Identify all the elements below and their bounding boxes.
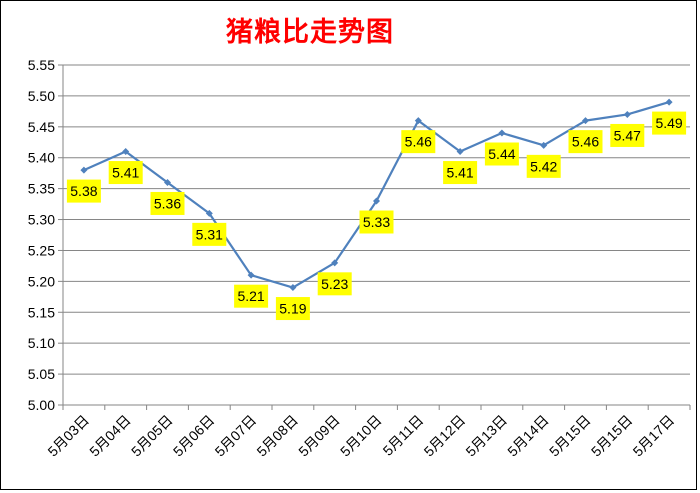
data-label: 5.46 bbox=[401, 130, 436, 154]
data-label-text: 5.46 bbox=[572, 134, 599, 150]
x-tick-label: 5月04日 bbox=[86, 412, 134, 460]
data-label-text: 5.41 bbox=[112, 165, 139, 181]
x-tick-label: 5月06日 bbox=[170, 412, 218, 460]
y-tick-label: 5.05 bbox=[28, 366, 55, 382]
data-label-text: 5.36 bbox=[154, 195, 181, 211]
data-point bbox=[540, 141, 548, 149]
data-label-box bbox=[150, 191, 185, 215]
y-tick-label: 5.50 bbox=[28, 88, 55, 104]
data-label-text: 5.42 bbox=[530, 158, 557, 174]
y-tick-label: 5.40 bbox=[28, 150, 55, 166]
data-point bbox=[164, 178, 171, 186]
data-point bbox=[665, 98, 673, 106]
y-tick-label: 5.55 bbox=[28, 57, 55, 73]
data-label-box bbox=[484, 142, 519, 166]
data-point bbox=[456, 148, 464, 156]
data-label-box bbox=[66, 179, 101, 203]
data-label-text: 5.19 bbox=[279, 301, 306, 317]
data-label-box bbox=[443, 161, 478, 185]
data-label-box bbox=[192, 222, 227, 246]
y-tick-label: 5.00 bbox=[28, 397, 55, 413]
x-tick-label: 5月10日 bbox=[337, 412, 385, 460]
data-label: 5.47 bbox=[610, 123, 645, 147]
data-point bbox=[122, 148, 130, 156]
data-label-box bbox=[610, 123, 645, 147]
data-label-box bbox=[526, 154, 561, 178]
data-label-text: 5.23 bbox=[321, 276, 348, 292]
x-tick-label: 5月12日 bbox=[421, 412, 469, 460]
data-label: 5.41 bbox=[443, 161, 478, 185]
data-label-text: 5.21 bbox=[237, 288, 264, 304]
data-label-box bbox=[401, 130, 436, 154]
data-label: 5.33 bbox=[359, 210, 394, 234]
data-labels: 5.38 5.41 5.36 5.31 5.21 5.19 5.23 5.33 5.46 5.41… bbox=[66, 111, 687, 321]
data-label-box bbox=[234, 284, 269, 308]
data-label-text: 5.31 bbox=[196, 226, 223, 242]
y-tick-label: 5.20 bbox=[28, 273, 55, 289]
data-point bbox=[414, 117, 422, 125]
y-tick-label: 5.25 bbox=[28, 242, 55, 258]
data-label: 5.19 bbox=[275, 297, 310, 321]
chart-title: 猪粮比走势图 bbox=[226, 17, 394, 48]
data-label: 5.36 bbox=[150, 191, 185, 215]
data-point bbox=[205, 209, 213, 217]
data-label: 5.49 bbox=[652, 111, 687, 135]
data-label-text: 5.47 bbox=[614, 127, 641, 143]
x-tick-label: 5月05日 bbox=[128, 412, 176, 460]
data-label: 5.21 bbox=[234, 284, 269, 308]
x-tick-label: 5月11日 bbox=[380, 412, 427, 459]
data-label-box bbox=[568, 130, 603, 154]
data-point bbox=[498, 129, 506, 137]
data-point bbox=[623, 110, 631, 118]
data-point bbox=[289, 284, 297, 292]
y-tick-label: 5.30 bbox=[28, 212, 55, 228]
data-label-text: 5.49 bbox=[655, 115, 682, 131]
data-label: 5.42 bbox=[526, 154, 561, 178]
data-label: 5.46 bbox=[568, 130, 603, 154]
data-point bbox=[582, 117, 589, 125]
data-label-text: 5.44 bbox=[488, 146, 515, 162]
x-tick-label: 5月17日 bbox=[630, 412, 678, 460]
y-axis-ticks: 5.00 5.05 5.10 5.15 5.20 5.25 5.30 5.35 5.40 5.45… bbox=[28, 57, 55, 413]
data-label-box bbox=[359, 210, 394, 234]
data-label: 5.38 bbox=[66, 179, 101, 203]
x-tick-label: 5月15日 bbox=[588, 412, 636, 460]
y-tick-label: 5.15 bbox=[28, 304, 55, 320]
data-label-text: 5.46 bbox=[405, 134, 432, 150]
x-tick-label: 5月03日 bbox=[44, 412, 92, 460]
data-point bbox=[331, 259, 339, 267]
x-tick-label: 5月13日 bbox=[462, 412, 510, 460]
x-tick-label: 5月14日 bbox=[504, 412, 552, 460]
data-label: 5.31 bbox=[192, 222, 227, 246]
x-tick-label: 5月09日 bbox=[295, 412, 343, 460]
data-label-box bbox=[652, 111, 687, 135]
data-label-text: 5.41 bbox=[446, 165, 473, 181]
axes bbox=[58, 64, 691, 410]
data-label-text: 5.33 bbox=[363, 214, 390, 230]
x-tick-label: 5月08日 bbox=[253, 412, 301, 460]
data-point bbox=[373, 197, 380, 205]
x-tick-label: 5月07日 bbox=[212, 412, 260, 460]
data-label-box bbox=[317, 272, 352, 296]
data-label: 5.44 bbox=[484, 142, 519, 166]
y-tick-label: 5.35 bbox=[28, 181, 55, 197]
data-label: 5.41 bbox=[108, 161, 143, 185]
data-label-text: 5.38 bbox=[70, 183, 97, 199]
data-point bbox=[247, 271, 255, 279]
y-tick-label: 5.10 bbox=[28, 335, 55, 351]
data-label-box bbox=[108, 161, 143, 185]
y-tick-label: 5.45 bbox=[28, 119, 55, 135]
data-label-box bbox=[275, 297, 310, 321]
x-axis-ticks: 5月03日5月04日5月05日5月06日5月07日5月08日5月09日5月10日… bbox=[44, 412, 677, 460]
x-tick-label: 5月15日 bbox=[546, 412, 594, 460]
data-point bbox=[80, 166, 88, 174]
data-label: 5.23 bbox=[317, 272, 352, 296]
